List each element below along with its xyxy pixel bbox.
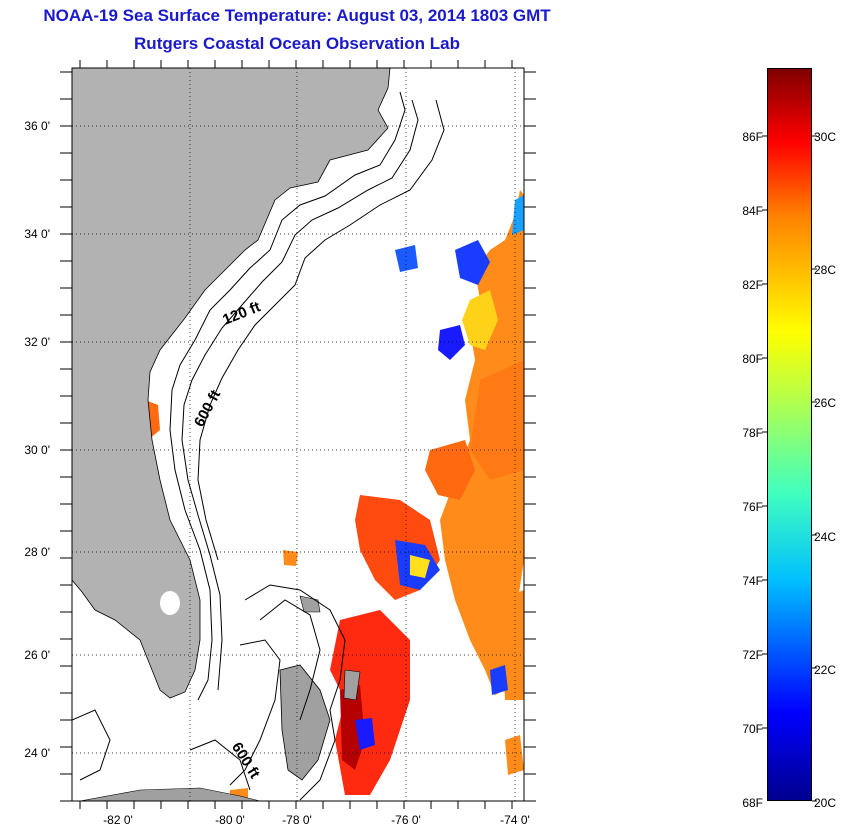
- colorbar-f-label: 72F: [742, 648, 763, 662]
- lat-label: 36 0': [24, 119, 50, 133]
- plot-area: [72, 68, 524, 801]
- lon-label: -74 0': [500, 813, 530, 827]
- land-mass: [72, 68, 391, 801]
- lat-label: 34 0': [24, 227, 50, 241]
- map-frame: [71, 67, 525, 802]
- colorbar-c-label: 22C: [814, 663, 837, 677]
- colorbar-f-label: 82F: [742, 278, 763, 292]
- colorbar-c-label: 24C: [814, 530, 837, 544]
- lat-label: 28 0': [24, 545, 50, 559]
- colorbar-f-label: 76F: [742, 500, 763, 514]
- lon-label: -82 0': [103, 813, 133, 827]
- axis-ticks: [60, 60, 536, 809]
- colorbar-f-label: 84F: [742, 204, 763, 218]
- colorbar-c-label: 26C: [814, 396, 837, 410]
- lat-label: 24 0': [24, 746, 50, 760]
- lat-label: 32 0': [24, 335, 50, 349]
- colorbar-f-label: 86F: [742, 130, 763, 144]
- colorbar-c-label: 28C: [814, 263, 837, 277]
- grid-lines: [72, 68, 524, 801]
- colorbar-f-label: 70F: [742, 722, 763, 736]
- colorbar-f-label: 78F: [742, 426, 763, 440]
- bathymetry-contours: [72, 91, 445, 801]
- colorbar-c-label: 30C: [814, 130, 837, 144]
- colorbar: [767, 68, 812, 801]
- lon-label: -80 0': [215, 813, 245, 827]
- colorbar-f-label: 74F: [742, 574, 763, 588]
- map-subtitle: Rutgers Coastal Ocean Observation Lab: [134, 34, 460, 53]
- map-title: NOAA-19 Sea Surface Temperature: August …: [43, 6, 551, 25]
- sst-data-field: [142, 190, 524, 801]
- colorbar-f-label: 68F: [742, 796, 763, 810]
- colorbar-f-label: 80F: [742, 352, 763, 366]
- lat-label: 30 0': [24, 443, 50, 457]
- colorbar-ticks: [762, 135, 817, 802]
- lon-label: -78 0': [282, 813, 312, 827]
- lon-label: -76 0': [391, 813, 421, 827]
- colorbar-c-label: 20C: [814, 796, 837, 810]
- lat-label: 26 0': [24, 648, 50, 662]
